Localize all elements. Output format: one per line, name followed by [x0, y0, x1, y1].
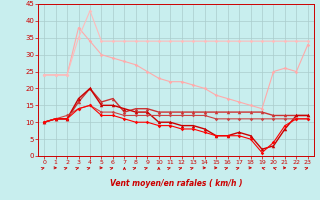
X-axis label: Vent moyen/en rafales ( km/h ): Vent moyen/en rafales ( km/h )	[110, 179, 242, 188]
